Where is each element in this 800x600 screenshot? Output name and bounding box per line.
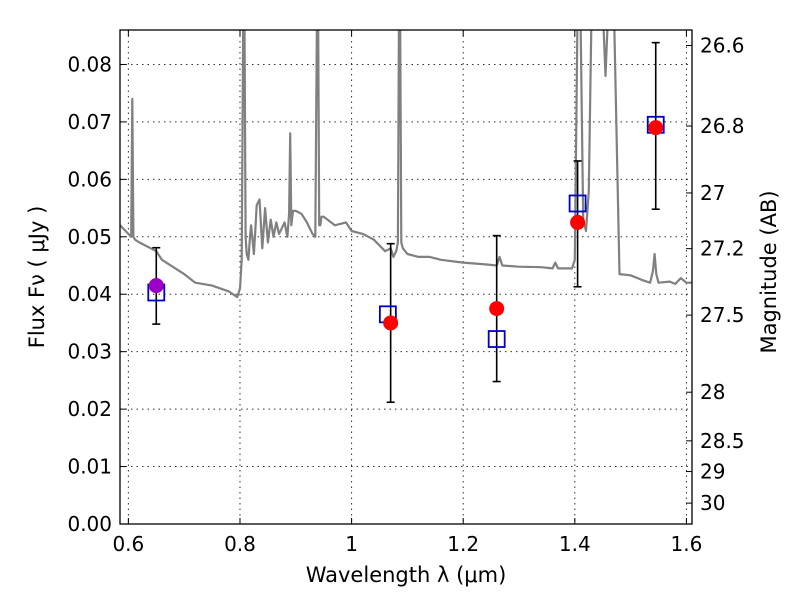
- y-tick-label: 0.02: [67, 397, 112, 421]
- observed-point: [648, 120, 664, 136]
- x-tick-label: 1: [345, 532, 358, 556]
- right-tick-label: 27: [700, 181, 725, 205]
- right-tick-label: 27.5: [700, 303, 745, 327]
- model-spectrum-line: [120, 30, 692, 299]
- right-tick-label: 27.2: [700, 237, 745, 261]
- x-tick-label: 1.6: [671, 532, 703, 556]
- x-tick-label: 1.4: [559, 532, 591, 556]
- highlight-point: [148, 278, 164, 294]
- y-tick-label: 0.08: [67, 52, 112, 76]
- right-tick-label: 30: [700, 491, 725, 515]
- right-tick-label: 29: [700, 460, 725, 484]
- x-tick-label: 1.2: [447, 532, 479, 556]
- x-tick-label: 0.6: [112, 532, 144, 556]
- y-tick-label: 0.00: [67, 512, 112, 536]
- y-tick-label: 0.03: [67, 340, 112, 364]
- x-tick-label: 0.8: [224, 532, 256, 556]
- y-tick-label: 0.05: [67, 225, 112, 249]
- right-tick-label: 26.6: [700, 34, 745, 58]
- right-tick-label: 28: [700, 380, 725, 404]
- axis-ticks: 0.6 0.8 1 1.2 1.4 1.6 0.00 0.01 0.02 0.03 0.04 0.05…: [67, 30, 745, 556]
- y-axis-label: Flux Fν ( μJy ): [25, 206, 49, 349]
- y-tick-label: 0.01: [67, 455, 112, 479]
- model-photometry-square: [487, 330, 506, 348]
- grid: [120, 30, 692, 524]
- observed-point: [489, 301, 505, 317]
- y-tick-label: 0.07: [67, 110, 112, 134]
- observed-point: [570, 214, 586, 230]
- right-tick-label: 26.8: [700, 114, 745, 138]
- right-axis-label: Magnitude (AB): [757, 190, 781, 353]
- y-tick-label: 0.06: [67, 167, 112, 191]
- model-photometry-square: [568, 194, 587, 213]
- plot-area: [120, 30, 692, 404]
- observed-point: [383, 315, 399, 331]
- y-tick-label: 0.04: [67, 282, 112, 306]
- right-tick-label: 28.5: [700, 429, 745, 453]
- plot-frame: [119, 29, 693, 525]
- x-axis-label: Wavelength λ (μm): [306, 563, 507, 587]
